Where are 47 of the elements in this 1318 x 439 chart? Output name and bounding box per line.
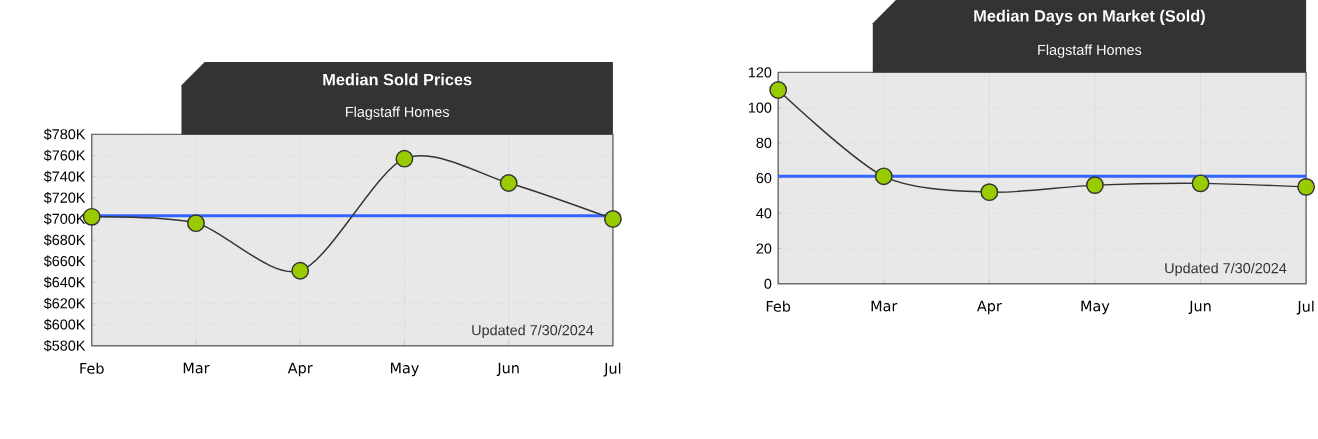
chart-title: Median Sold Prices xyxy=(323,73,472,86)
chart-subtitle: Flagstaff Homes xyxy=(1038,44,1142,58)
y-tick-label: $680K xyxy=(43,234,86,247)
y-tick-label: $780K xyxy=(43,128,86,141)
x-tick-label: Jun xyxy=(496,362,519,377)
y-tick-label: 60 xyxy=(756,173,772,184)
y-tick-label: 40 xyxy=(756,208,772,219)
x-tick-label: Jul xyxy=(603,362,621,377)
y-tick-label: $660K xyxy=(43,255,86,268)
point xyxy=(395,149,414,168)
x-tick-label: Feb xyxy=(766,300,791,312)
y-tick-label: $600K xyxy=(43,318,86,331)
point xyxy=(1086,176,1104,195)
chart-title: Median Days on Market (Sold) xyxy=(974,9,1205,26)
point xyxy=(187,214,205,233)
chart-subtitle: Flagstaff Homes xyxy=(346,106,450,120)
x-tick-label: Jun xyxy=(1188,300,1211,315)
x-tick-label: Jul xyxy=(1296,300,1314,315)
x-tick-label: Mar xyxy=(871,300,898,312)
y-tick-label: 0 xyxy=(764,278,772,289)
x-tick-label: Apr xyxy=(976,300,1002,315)
point xyxy=(291,261,310,280)
y-tick-label: $640K xyxy=(43,276,86,289)
x-tick-label: Feb xyxy=(80,362,104,374)
point xyxy=(499,174,518,193)
annotation: Updated 7/30/2024 xyxy=(472,324,594,339)
y-tick-label: $700K xyxy=(43,213,86,225)
y-tick-label: 100 xyxy=(748,102,772,113)
point xyxy=(1191,174,1210,193)
y-tick-label: $740K xyxy=(43,170,86,183)
y-tick-label: $580K xyxy=(43,340,86,352)
y-tick-label: $620K xyxy=(43,297,86,310)
y-tick-label: 20 xyxy=(756,243,772,254)
point xyxy=(1297,178,1316,196)
x-tick-label: Apr xyxy=(287,362,313,377)
point xyxy=(769,81,788,100)
point xyxy=(980,183,999,202)
x-tick-label: Mar xyxy=(183,362,210,374)
point xyxy=(874,167,893,186)
y-tick-label: 120 xyxy=(748,67,772,78)
y-tick-label: 80 xyxy=(756,137,772,149)
y-tick-label: $760K xyxy=(43,149,86,162)
annotation: Updated 7/30/2024 xyxy=(1165,262,1287,277)
x-tick-label: May xyxy=(1081,300,1110,315)
x-tick-label: May xyxy=(390,362,419,377)
y-tick-label: $720K xyxy=(43,192,86,204)
point xyxy=(603,210,622,228)
